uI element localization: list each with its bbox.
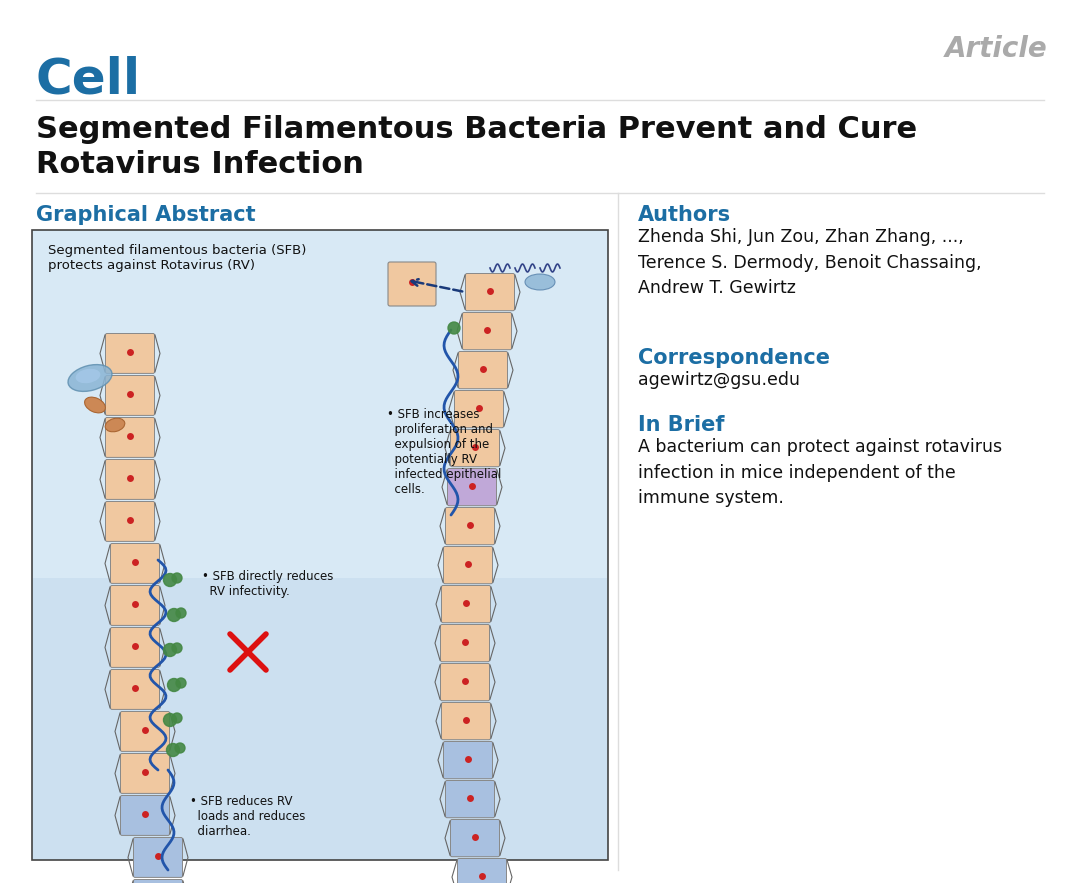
Text: Segmented Filamentous Bacteria Prevent and Cure: Segmented Filamentous Bacteria Prevent a…	[36, 115, 917, 144]
FancyBboxPatch shape	[446, 508, 495, 545]
Ellipse shape	[68, 365, 112, 391]
FancyBboxPatch shape	[462, 313, 512, 350]
FancyBboxPatch shape	[444, 547, 492, 584]
FancyBboxPatch shape	[134, 879, 183, 883]
Text: Rotavirus Infection: Rotavirus Infection	[36, 150, 364, 179]
Circle shape	[175, 743, 185, 753]
Text: • SFB reduces RV
  loads and reduces
  diarrhea.: • SFB reduces RV loads and reduces diarr…	[190, 795, 306, 838]
Text: Zhenda Shi, Jun Zou, Zhan Zhang, ...,
Terence S. Dermody, Benoit Chassaing,
Andr: Zhenda Shi, Jun Zou, Zhan Zhang, ..., Te…	[638, 228, 982, 298]
Bar	[32, 230, 608, 860]
Ellipse shape	[76, 369, 100, 383]
FancyBboxPatch shape	[110, 628, 160, 668]
Text: Cell: Cell	[36, 55, 141, 103]
Text: Graphical Abstract: Graphical Abstract	[36, 205, 256, 225]
FancyBboxPatch shape	[442, 585, 490, 623]
Circle shape	[176, 678, 186, 688]
Text: In Brief: In Brief	[638, 415, 725, 435]
Circle shape	[172, 573, 183, 583]
Text: Segmented filamentous bacteria (SFB)
protects against Rotavirus (RV): Segmented filamentous bacteria (SFB) pro…	[48, 244, 307, 272]
Circle shape	[163, 644, 176, 656]
FancyBboxPatch shape	[441, 624, 489, 661]
Ellipse shape	[105, 419, 125, 432]
FancyBboxPatch shape	[458, 858, 507, 883]
FancyBboxPatch shape	[106, 459, 154, 500]
Ellipse shape	[84, 397, 106, 413]
Circle shape	[167, 678, 180, 691]
FancyBboxPatch shape	[465, 274, 514, 311]
Ellipse shape	[525, 274, 555, 290]
Text: agewirtz@gsu.edu: agewirtz@gsu.edu	[638, 371, 800, 389]
Bar	[33, 231, 607, 577]
Circle shape	[166, 743, 179, 757]
Text: • SFB directly reduces
  RV infectivity.: • SFB directly reduces RV infectivity.	[202, 570, 334, 598]
Text: • SFB increases
  proliferation and
  expulsion of the
  potentially RV
  infect: • SFB increases proliferation and expuls…	[387, 408, 501, 496]
FancyBboxPatch shape	[106, 502, 154, 541]
Circle shape	[176, 608, 186, 618]
Circle shape	[172, 713, 183, 723]
FancyBboxPatch shape	[446, 781, 495, 818]
FancyBboxPatch shape	[441, 663, 489, 701]
Circle shape	[167, 608, 180, 622]
Text: Authors: Authors	[638, 205, 731, 225]
FancyBboxPatch shape	[121, 796, 170, 835]
FancyBboxPatch shape	[388, 262, 436, 306]
Text: A bacterium can protect against rotavirus
infection in mice independent of the
i: A bacterium can protect against rotaviru…	[638, 438, 1002, 508]
FancyBboxPatch shape	[121, 753, 170, 794]
FancyBboxPatch shape	[442, 703, 490, 740]
Circle shape	[163, 713, 176, 727]
FancyBboxPatch shape	[110, 585, 160, 625]
FancyBboxPatch shape	[447, 469, 497, 506]
Circle shape	[163, 573, 176, 586]
FancyBboxPatch shape	[110, 544, 160, 584]
FancyBboxPatch shape	[121, 712, 170, 751]
FancyBboxPatch shape	[106, 334, 154, 374]
Circle shape	[172, 643, 183, 653]
FancyBboxPatch shape	[455, 390, 503, 427]
Circle shape	[448, 322, 460, 334]
FancyBboxPatch shape	[134, 837, 183, 878]
FancyBboxPatch shape	[444, 742, 492, 779]
Text: Article: Article	[945, 35, 1048, 63]
FancyBboxPatch shape	[106, 375, 154, 415]
FancyBboxPatch shape	[459, 351, 508, 389]
FancyBboxPatch shape	[106, 418, 154, 457]
FancyBboxPatch shape	[110, 669, 160, 709]
FancyBboxPatch shape	[450, 819, 499, 857]
FancyBboxPatch shape	[450, 429, 499, 467]
Text: Correspondence: Correspondence	[638, 348, 831, 368]
